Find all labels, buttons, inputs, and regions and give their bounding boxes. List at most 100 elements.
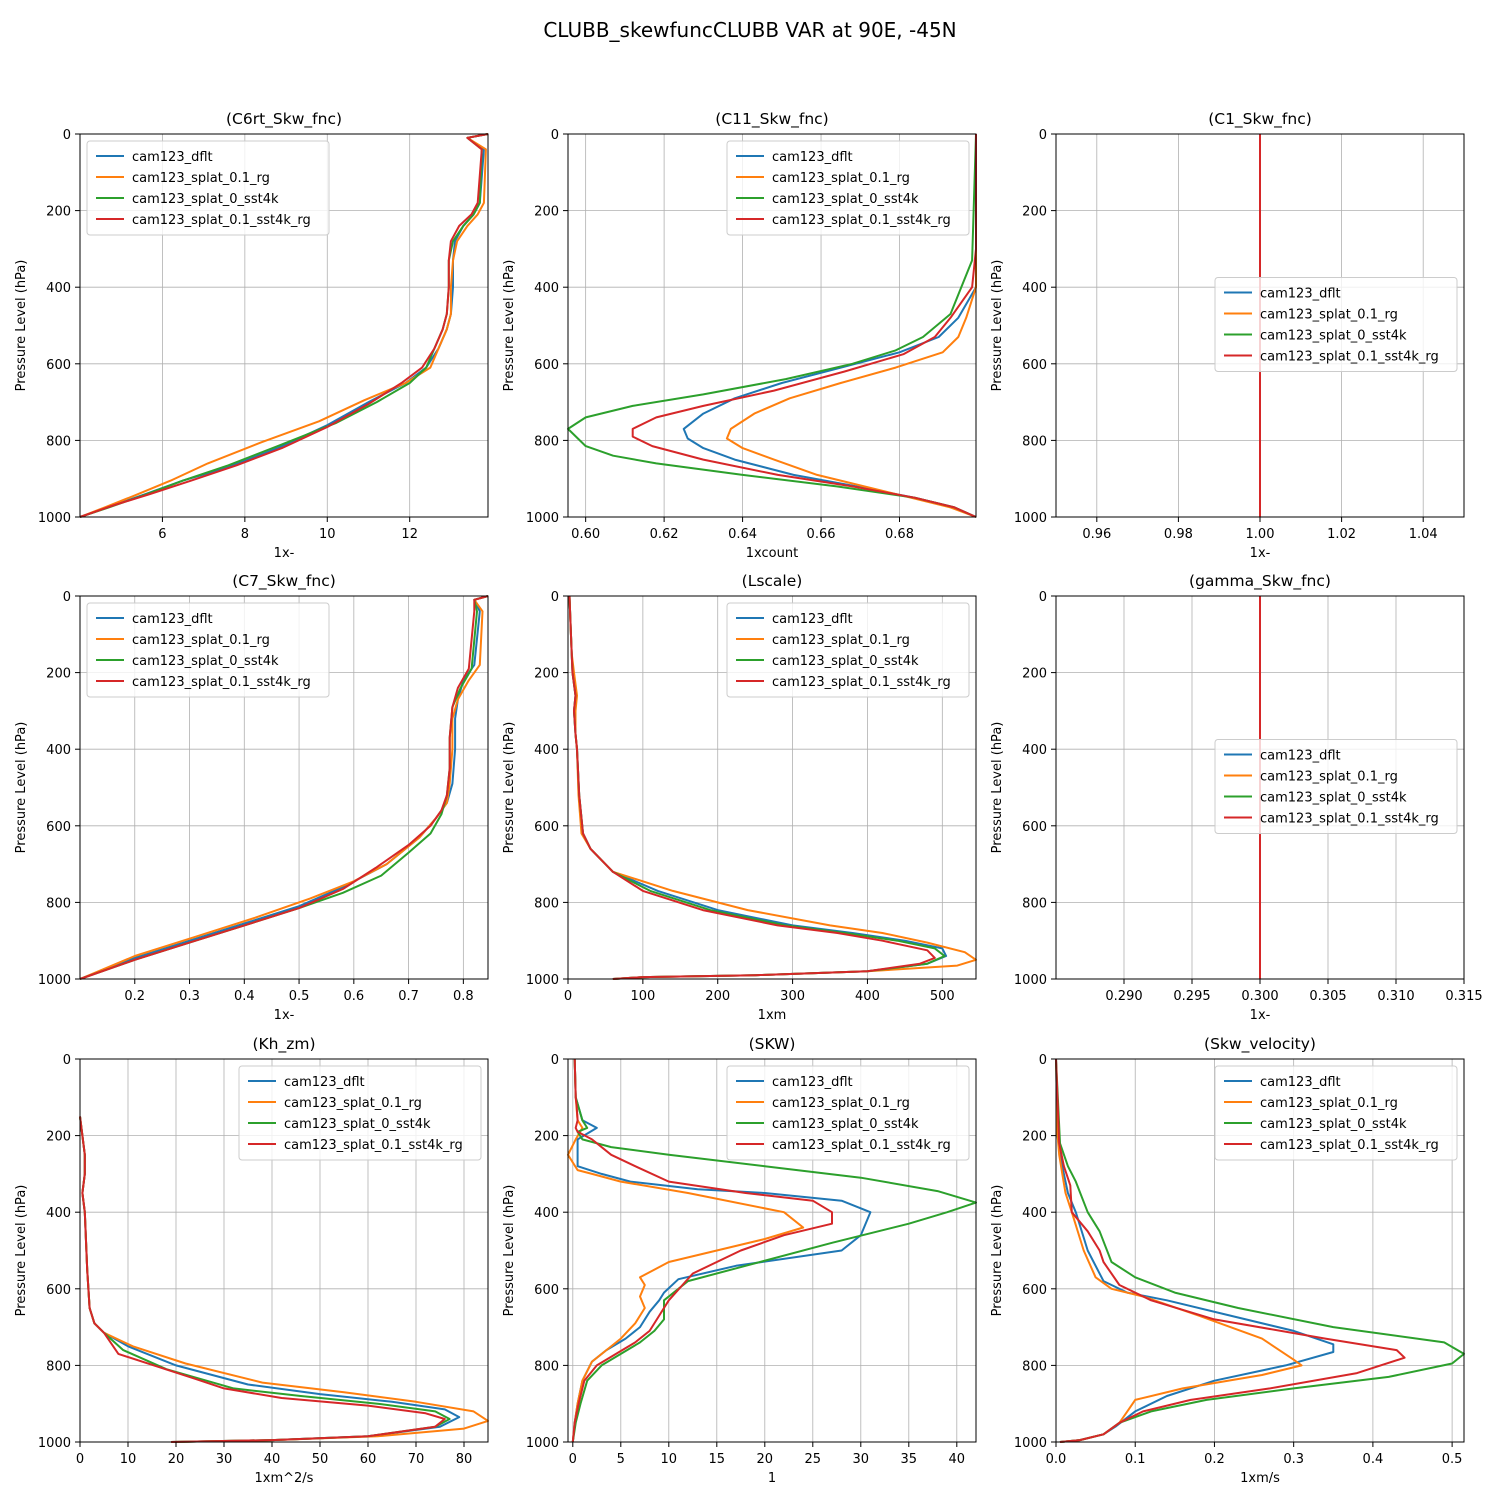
legend-label-3: cam123_splat_0_sst4k bbox=[132, 192, 279, 207]
plot-frame bbox=[1055, 1058, 1465, 1443]
x-tick-label: 10 bbox=[120, 1452, 137, 1467]
y-tick-label: 1000 bbox=[526, 973, 559, 988]
y-tick-label: 0 bbox=[63, 128, 71, 143]
y-tick-label: 800 bbox=[534, 1359, 559, 1374]
legend-box bbox=[238, 1065, 482, 1161]
x-tick-label: 0.3 bbox=[1283, 1452, 1304, 1467]
chart-panel-7: 0 10 20 30 40 50 60 70 8002004006008001000(Kh_zm… bbox=[14, 1035, 489, 1486]
legend-label-4: cam123_splat_0.1_sst4k_rg bbox=[1260, 812, 1439, 827]
series-line-4 bbox=[79, 133, 489, 518]
y-axis-label: Pressure Level (hPa) bbox=[990, 722, 1005, 854]
x-tick-label: 20 bbox=[757, 1452, 774, 1467]
x-tick-label: 0.0 bbox=[1046, 1452, 1067, 1467]
y-tick-label: 400 bbox=[534, 1206, 559, 1221]
x-tick-label: 0.290 bbox=[1105, 989, 1142, 1004]
x-tick-label: 0.8 bbox=[453, 989, 474, 1004]
y-tick-label: 600 bbox=[46, 358, 71, 373]
y-tick-label: 200 bbox=[534, 205, 559, 220]
legend-label-1: cam123_dflt bbox=[772, 1075, 853, 1090]
y-tick-label: 800 bbox=[1022, 896, 1047, 911]
legend-label-2: cam123_splat_0.1_rg bbox=[132, 171, 270, 186]
x-tick-label: 0.96 bbox=[1082, 527, 1111, 542]
legend-label-3: cam123_splat_0_sst4k bbox=[772, 1117, 919, 1132]
x-tick-label: 0.305 bbox=[1309, 989, 1346, 1004]
y-tick-label: 1000 bbox=[38, 973, 71, 988]
x-tick-label: 1.04 bbox=[1409, 527, 1438, 542]
y-tick-label: 200 bbox=[46, 1130, 71, 1145]
x-tick-label: 15 bbox=[709, 1452, 726, 1467]
y-tick-label: 200 bbox=[1022, 1130, 1047, 1145]
x-tick-label: 30 bbox=[216, 1452, 233, 1467]
legend-box bbox=[1214, 739, 1458, 834]
x-tick-label: 500 bbox=[930, 989, 955, 1004]
x-tick-label: 40 bbox=[949, 1452, 966, 1467]
legend-label-2: cam123_splat_0.1_rg bbox=[1260, 1096, 1398, 1111]
legend-label-1: cam123_dflt bbox=[284, 1075, 365, 1090]
legend-label-1: cam123_dflt bbox=[132, 612, 213, 627]
y-tick-label: 1000 bbox=[526, 511, 559, 526]
x-tick-label: 0.4 bbox=[1363, 1452, 1384, 1467]
y-axis-label: Pressure Level (hPa) bbox=[14, 1185, 29, 1317]
legend-label-3: cam123_splat_0_sst4k bbox=[284, 1117, 431, 1132]
y-tick-label: 1000 bbox=[1014, 973, 1047, 988]
figure-title: CLUBB_skewfuncCLUBB VAR at 90E, -45N bbox=[543, 18, 956, 42]
y-tick-label: 600 bbox=[534, 820, 559, 835]
legend-label-2: cam123_splat_0.1_rg bbox=[132, 633, 270, 648]
y-axis-label: Pressure Level (hPa) bbox=[502, 722, 517, 854]
y-tick-label: 0 bbox=[1039, 128, 1047, 143]
legend-label-2: cam123_splat_0.1_rg bbox=[1260, 770, 1398, 785]
y-tick-label: 0 bbox=[551, 1053, 559, 1068]
plot-frame bbox=[79, 595, 489, 980]
x-tick-label: 60 bbox=[360, 1452, 377, 1467]
y-tick-label: 400 bbox=[1022, 743, 1047, 758]
y-tick-label: 400 bbox=[46, 743, 71, 758]
y-tick-label: 200 bbox=[534, 667, 559, 682]
legend-label-3: cam123_splat_0_sst4k bbox=[772, 654, 919, 669]
x-tick-label: 0.7 bbox=[398, 989, 419, 1004]
y-tick-label: 1000 bbox=[526, 1436, 559, 1451]
legend-label-2: cam123_splat_0.1_rg bbox=[772, 1096, 910, 1111]
legend: cam123_dflt cam123_splat_0.1_rg cam123_spl… bbox=[86, 602, 330, 698]
legend-box bbox=[86, 140, 330, 236]
x-tick-label: 10 bbox=[319, 527, 336, 542]
x-tick-label: 0.3 bbox=[179, 989, 200, 1004]
x-tick-label: 5 bbox=[617, 1452, 625, 1467]
x-tick-label: 40 bbox=[264, 1452, 281, 1467]
series-line-2 bbox=[725, 134, 977, 518]
plot-frame bbox=[567, 1058, 977, 1443]
y-tick-label: 800 bbox=[46, 896, 71, 911]
x-tick-label: 0 bbox=[564, 989, 572, 1004]
legend-label-3: cam123_splat_0_sst4k bbox=[132, 654, 279, 669]
series-line-2 bbox=[567, 1058, 805, 1443]
x-tick-label: 10 bbox=[661, 1452, 678, 1467]
chart-panel-3: 0.96 0.98 1.00 1.02 1.04 0 200 400 600 800 1000 (C1… bbox=[990, 110, 1465, 561]
legend: cam123_dflt cam123_splat_0.1_rg cam123_spl… bbox=[1214, 739, 1458, 834]
y-axis-label: Pressure Level (hPa) bbox=[990, 260, 1005, 392]
y-tick-label: 0 bbox=[551, 128, 559, 143]
legend: cam123_dflt cam123_splat_0.1_rg cam123_spl… bbox=[726, 140, 970, 236]
x-axis-label: 1x- bbox=[1250, 546, 1271, 561]
x-tick-label: 6 bbox=[158, 527, 166, 542]
chart-title: (SKW) bbox=[749, 1035, 796, 1053]
y-tick-label: 600 bbox=[1022, 820, 1047, 835]
x-tick-label: 0 bbox=[569, 1452, 577, 1467]
legend: cam123_dflt cam123_splat_0.1_rg cam123_spl… bbox=[1214, 277, 1458, 372]
chart-panel-2: 0.60 0.62 0.64 0.66 0.68 0 200 400 600 800 1000 (C1… bbox=[502, 110, 977, 561]
x-tick-label: 100 bbox=[630, 989, 655, 1004]
series-line-3 bbox=[567, 133, 977, 518]
chart-panel-9: 0.0 0.1 0.2 0.3 0.4 0.5 0 200 400 600 800 1000 (Skw_… bbox=[990, 1035, 1465, 1486]
x-tick-label: 400 bbox=[855, 989, 880, 1004]
y-axis-label: Pressure Level (hPa) bbox=[502, 1185, 517, 1317]
y-tick-label: 1000 bbox=[38, 511, 71, 526]
legend: cam123_dflt cam123_splat_0.1_rg cam123_spl… bbox=[726, 1065, 970, 1161]
y-tick-label: 1000 bbox=[1014, 511, 1047, 526]
legend-label-1: cam123_dflt bbox=[1260, 749, 1341, 764]
y-tick-label: 600 bbox=[46, 1283, 71, 1298]
legend-label-2: cam123_splat_0.1_rg bbox=[772, 171, 910, 186]
y-tick-label: 200 bbox=[1022, 667, 1047, 682]
legend-label-3: cam123_splat_0_sst4k bbox=[1260, 1117, 1407, 1132]
x-axis-label: 1x- bbox=[274, 1008, 295, 1023]
legend-label-1: cam123_dflt bbox=[772, 612, 853, 627]
y-tick-label: 200 bbox=[1022, 205, 1047, 220]
y-tick-label: 800 bbox=[534, 434, 559, 449]
